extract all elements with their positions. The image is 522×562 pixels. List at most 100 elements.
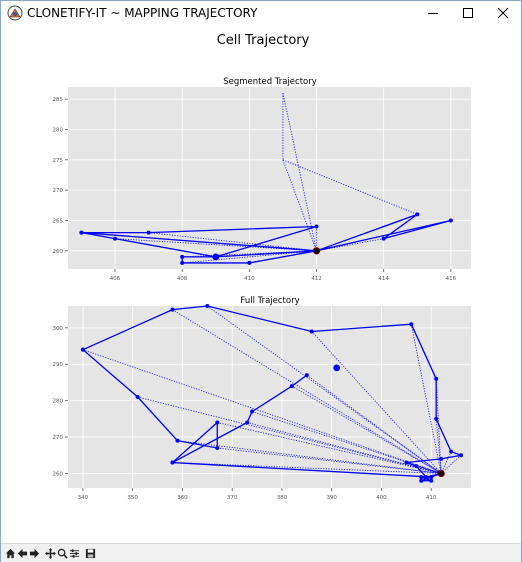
full-x-tick-label: 380 [277, 495, 288, 501]
full-dotted-segment [440, 454, 462, 474]
segmented-x-tick-label: 412 [311, 276, 322, 282]
full-trajectory-point [170, 307, 175, 312]
full-dotted-segment [410, 324, 442, 474]
full-trajectory-point [205, 304, 210, 308]
home-button[interactable] [4, 546, 17, 560]
full-chart-axes[interactable] [68, 306, 471, 488]
pan-button[interactable] [44, 546, 57, 560]
full-trajectory-point [289, 384, 294, 389]
forward-arrow-icon [29, 548, 40, 558]
full-trajectory-point [215, 445, 220, 450]
full-trajectory-point [419, 478, 424, 483]
home-icon [5, 548, 16, 558]
full-dotted-segment [137, 396, 442, 474]
full-dotted-segment [172, 462, 442, 474]
full-dotted-segment [416, 465, 442, 474]
zoom-button[interactable] [56, 546, 69, 560]
full-x-tick-label: 360 [177, 495, 188, 501]
full-dotted-segment [82, 349, 442, 474]
full-dotted-segment [172, 309, 442, 474]
full-y-tick-label: 280 [53, 399, 64, 405]
back-arrow-icon [17, 548, 28, 558]
full-x-tick-label: 350 [127, 495, 138, 501]
full-dotted-segment [306, 374, 442, 474]
window-title: CLONETIFY-IT ~ MAPPING TRAJECTORY [27, 6, 258, 20]
pan-icon [45, 547, 56, 559]
maximize-icon [463, 8, 473, 18]
full-trajectory-point [419, 475, 424, 480]
forward-button[interactable] [28, 546, 41, 560]
segmented-x-tick-label: 414 [378, 276, 389, 282]
full-trajectory-point [424, 475, 429, 480]
full-dotted-segment [251, 411, 442, 474]
segmented-y-tick-label: 280 [53, 127, 64, 133]
segmented-trajectory-point [448, 218, 453, 223]
clonetify-logo-icon [7, 5, 23, 21]
full-x-tick-label: 390 [326, 495, 337, 501]
segmented-dotted-segment [282, 159, 317, 251]
segmented-end-point [312, 247, 321, 255]
full-x-tick-label: 340 [78, 495, 89, 501]
segmented-dotted-segment [316, 238, 384, 252]
close-icon [497, 7, 509, 19]
figure-canvas[interactable]: Cell Trajectory Segmented Trajectory 406… [1, 25, 521, 543]
full-trajectory-point [449, 449, 454, 454]
segmented-dotted-segment [148, 232, 317, 252]
full-dotted-segment [246, 422, 442, 474]
maximize-button[interactable] [450, 1, 486, 25]
segmented-trajectory-point [381, 236, 386, 241]
segmented-trajectory-point [113, 236, 118, 241]
segmented-chart-axes[interactable] [68, 87, 471, 269]
close-button[interactable] [485, 1, 521, 25]
segmented-y-tick-label: 260 [53, 249, 64, 255]
full-y-tick-label: 260 [53, 471, 64, 477]
full-trajectory-point [409, 322, 414, 327]
segmented-dotted-segment [182, 250, 317, 264]
full-dotted-segment [291, 385, 442, 474]
full-x-tick-label: 370 [227, 495, 238, 501]
full-trajectory-line [82, 305, 464, 482]
full-x-tick-label: 410 [426, 495, 437, 501]
segmented-trajectory-point [79, 230, 84, 235]
full-trajectory-point [250, 409, 255, 414]
segmented-y-tick-label: 275 [53, 158, 64, 164]
full-trajectory-point [309, 329, 314, 334]
full-dotted-segment [311, 331, 442, 474]
full-y-tick-label: 300 [53, 326, 64, 332]
segmented-trajectory-point [314, 224, 319, 229]
full-trajectory-point [135, 395, 140, 399]
segmented-y-tick-label: 270 [53, 188, 64, 194]
full-start-point [333, 364, 341, 372]
segmented-chart-title: Segmented Trajectory [223, 77, 317, 87]
segmented-trajectory-point [247, 260, 252, 265]
segmented-trajectory-point [180, 260, 185, 265]
full-y-tick-label: 270 [53, 435, 64, 441]
back-button[interactable] [16, 546, 29, 560]
segmented-trajectory-line [81, 213, 452, 264]
zoom-icon [57, 548, 68, 559]
segmented-dotted-segment [282, 92, 317, 251]
full-dotted-segment [217, 422, 442, 474]
configure-subplots-button[interactable] [68, 546, 81, 560]
plot-toolbar [1, 543, 521, 562]
full-trajectory-point [439, 456, 444, 461]
configure-subplots-icon [69, 548, 80, 558]
save-button[interactable] [84, 546, 97, 560]
full-trajectory-point [404, 460, 409, 465]
full-trajectory-point [459, 453, 464, 458]
full-trajectory-point [414, 464, 419, 469]
full-x-tick-label: 400 [376, 495, 387, 501]
segmented-start-point [212, 253, 220, 261]
full-dotted-segment [177, 440, 442, 474]
minimize-button[interactable] [415, 1, 451, 25]
segmented-x-tick-label: 406 [110, 276, 121, 282]
segmented-x-tick-label: 408 [177, 276, 188, 282]
full-trajectory-point [434, 416, 439, 421]
segmented-x-tick-label: 416 [446, 276, 457, 282]
full-dotted-segment [217, 447, 442, 474]
title-bar[interactable]: CLONETIFY-IT ~ MAPPING TRAJECTORY [1, 1, 521, 25]
minimize-icon [428, 13, 438, 14]
full-y-tick-label: 290 [53, 362, 64, 368]
segmented-dotted-segment [282, 159, 418, 215]
